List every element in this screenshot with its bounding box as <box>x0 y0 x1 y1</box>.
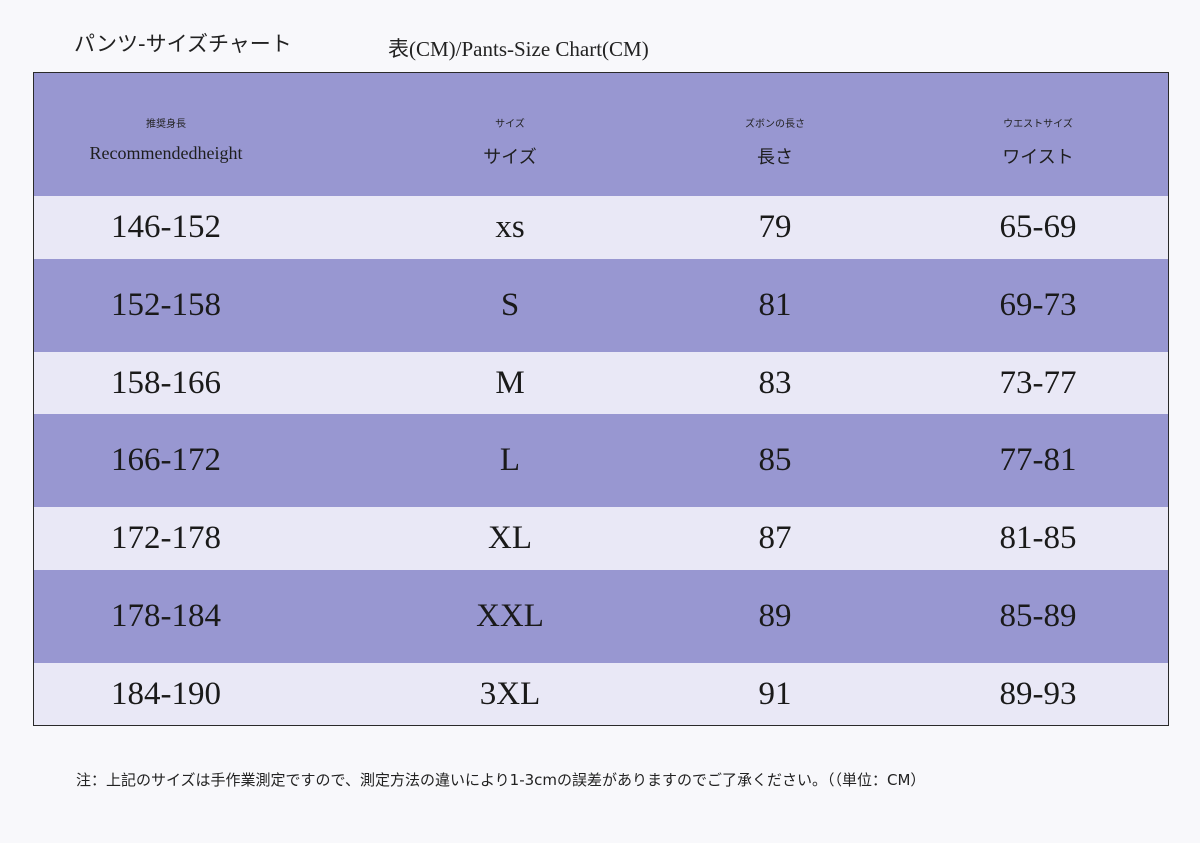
header-height-label: Recommendedheight <box>89 143 243 163</box>
header-size: サイズ サイズ <box>378 73 642 196</box>
cell-size: M <box>495 364 525 401</box>
cell-height: 146-152 <box>111 209 221 245</box>
table-header: 推奨身長 Recommendedheight サイズ サイズ ズボンの長さ 長さ… <box>34 73 1168 196</box>
table-row: 172-178 XL 87 81-85 <box>34 507 1168 570</box>
cell-length: 91 <box>758 675 792 712</box>
cell-waist: 65-69 <box>999 209 1077 245</box>
cell-height: 184-190 <box>111 675 221 712</box>
cell-length: 89 <box>758 598 792 634</box>
cell-length: 81 <box>758 287 792 323</box>
cell-length: 87 <box>758 520 792 556</box>
cell-size: XXL <box>476 598 544 634</box>
cell-waist: 73-77 <box>999 364 1077 401</box>
cell-length: 85 <box>758 442 792 478</box>
title-jp: パンツ-サイズチャート <box>74 32 292 56</box>
size-chart-table: 推奨身長 Recommendedheight サイズ サイズ ズボンの長さ 長さ… <box>33 72 1169 726</box>
cell-height: 152-158 <box>111 287 221 323</box>
table-row: 166-172 L 85 77-81 <box>34 414 1168 507</box>
header-length: ズボンの長さ 長さ <box>643 73 907 196</box>
cell-height: 172-178 <box>111 520 221 556</box>
header-waist: ウエストサイズ ワイスト <box>908 73 1168 196</box>
header-height: 推奨身長 Recommendedheight <box>34 73 298 196</box>
table-row: 158-166 M 83 73-77 <box>34 352 1168 414</box>
cell-size: XL <box>488 520 532 556</box>
cell-height: 158-166 <box>111 364 221 401</box>
cell-waist: 77-81 <box>999 442 1077 478</box>
title-en: 表(CM)/Pants-Size Chart(CM) <box>388 37 649 61</box>
table-row: 146-152 xs 79 65-69 <box>34 196 1168 259</box>
cell-height: 178-184 <box>111 598 221 634</box>
measurement-note: 注：上記のサイズは手作業測定ですので、測定方法の違いにより1-3cmの誤差があり… <box>76 771 926 789</box>
cell-waist: 81-85 <box>999 520 1077 556</box>
cell-waist: 85-89 <box>999 598 1077 634</box>
table-row: 152-158 S 81 69-73 <box>34 259 1168 352</box>
cell-length: 79 <box>758 209 792 245</box>
cell-length: 83 <box>758 364 792 401</box>
header-size-label: サイズ <box>483 147 537 168</box>
cell-size: L <box>499 442 521 478</box>
cell-size: 3XL <box>479 675 541 712</box>
header-waist-label: ワイスト <box>1002 147 1074 168</box>
cell-waist: 69-73 <box>999 287 1077 323</box>
header-length-small: ズボンの長さ <box>745 119 805 130</box>
cell-size: S <box>500 287 520 323</box>
cell-height: 166-172 <box>111 442 221 478</box>
cell-waist: 89-93 <box>999 675 1077 712</box>
table-row: 178-184 XXL 89 85-89 <box>34 570 1168 663</box>
header-size-small: サイズ <box>495 119 525 130</box>
header-height-small: 推奨身長 <box>146 119 186 130</box>
header-length-label: 長さ <box>757 147 793 168</box>
header-waist-small: ウエストサイズ <box>1003 119 1073 130</box>
cell-size: xs <box>495 209 525 245</box>
table-row: 184-190 3XL 91 89-93 <box>34 663 1168 725</box>
